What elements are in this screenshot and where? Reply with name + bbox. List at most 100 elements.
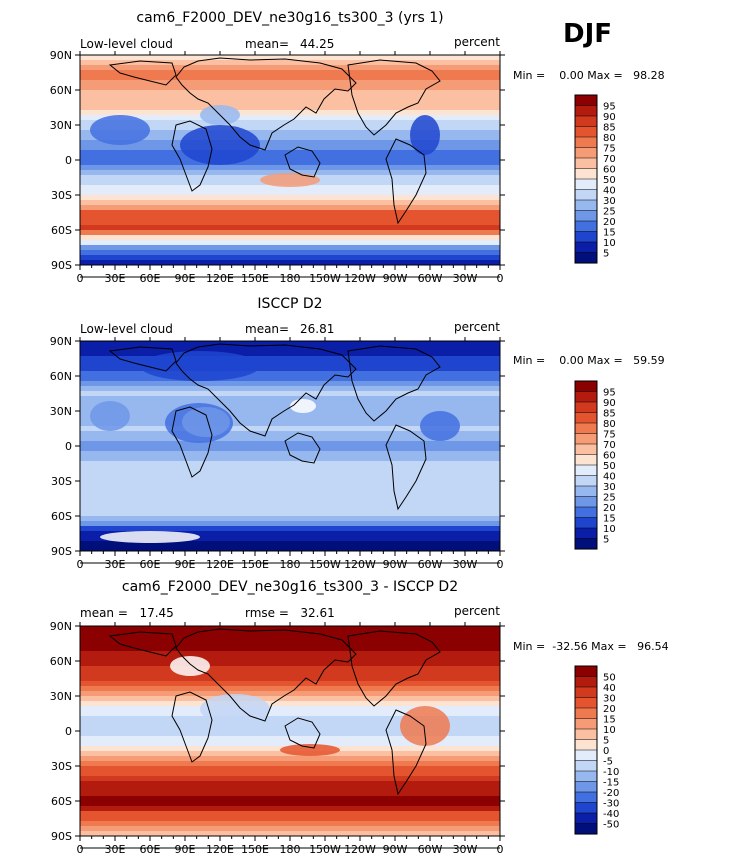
colorbar-label: -30 [603, 799, 619, 810]
zonal-band [80, 366, 500, 372]
zonal-band [80, 210, 500, 216]
zonal-band [80, 776, 500, 782]
colorbar-label: -20 [603, 788, 619, 799]
x-tick-label: 180 [280, 843, 301, 856]
zonal-band [80, 170, 500, 176]
colorbar-swatch [574, 115, 598, 128]
zonal-band [80, 721, 500, 727]
y-tick-label: 30S [51, 189, 72, 202]
colorbar-label: 50 [603, 461, 616, 472]
colorbar-swatch [574, 105, 598, 117]
colorbar-swatch [574, 527, 598, 540]
x-tick-label: 180 [280, 558, 301, 571]
colorbar-swatch [574, 136, 598, 149]
colorbar-label: 75 [603, 430, 616, 441]
colorbar-label: 70 [603, 154, 616, 165]
zonal-band [80, 230, 500, 236]
zonal-band [80, 626, 500, 632]
colorbar-swatch [574, 241, 598, 254]
stats-text: Min = -32.56 Max = 96.54 [513, 640, 669, 653]
zonal-band [80, 215, 500, 221]
colorbar-label: 50 [603, 175, 616, 186]
panel-title: cam6_F2000_DEV_ne30g16_ts300_3 (yrs 1) [136, 10, 443, 26]
panel-mean-label: mean= [245, 322, 289, 336]
panel-left-label: Low-level cloud [80, 37, 173, 51]
colorbar-label: 5 [603, 736, 609, 747]
colorbar-label: -40 [603, 809, 619, 820]
colorbar-label: 90 [603, 112, 616, 123]
zonal-band [80, 85, 500, 91]
x-tick-label: 90E [175, 558, 196, 571]
y-tick-label: 60S [51, 510, 72, 523]
zonal-band [80, 511, 500, 517]
x-tick-label: 0 [497, 558, 504, 571]
zonal-band [80, 796, 500, 802]
colorbar-swatch [574, 665, 598, 678]
zonal-band [80, 110, 500, 116]
zonal-band [80, 406, 500, 412]
zonal-band [80, 531, 500, 537]
panel-mean-value: rmse = 32.61 [245, 606, 335, 620]
colorbar-swatch [574, 464, 598, 477]
field-patch [90, 401, 130, 431]
colorbar-label: 85 [603, 409, 616, 420]
zonal-band [80, 120, 500, 126]
panel-observations: ISCCP D2 Low-level cloud mean= 26.81 per… [50, 296, 665, 571]
colorbar-swatch [574, 749, 598, 762]
zonal-band [80, 60, 500, 66]
field-patch [170, 656, 210, 676]
colorbar-label: 10 [603, 238, 616, 249]
colorbar-label: 60 [603, 451, 616, 462]
colorbar-label: 20 [603, 503, 616, 514]
zonal-band [80, 195, 500, 201]
zonal-band [80, 436, 500, 442]
coastline [284, 146, 321, 178]
y-tick-label: 60N [50, 370, 72, 383]
field-patch [420, 411, 460, 441]
coastline [385, 138, 427, 225]
x-tick-label: 30W [453, 558, 478, 571]
zonal-band [80, 636, 500, 642]
zonal-band [80, 341, 500, 347]
colorbar-swatch [574, 199, 598, 212]
panel-mean-label: mean= [245, 37, 289, 51]
zonal-band [80, 781, 500, 787]
colorbar-swatch [574, 760, 598, 772]
y-tick-label: 30S [51, 475, 72, 488]
zonal-band [80, 496, 500, 502]
zonal-band [80, 711, 500, 717]
zonal-band [80, 351, 500, 357]
colorbar-label: 30 [603, 694, 616, 705]
x-tick-label: 150E [241, 843, 269, 856]
colorbar-label: 95 [603, 102, 616, 113]
colorbar-swatch [574, 126, 598, 138]
y-tick-label: 60N [50, 655, 72, 668]
coastline [347, 59, 441, 136]
y-tick-label: 30N [50, 119, 72, 132]
zonal-band [80, 70, 500, 76]
panel-mean-value: 44.25 [300, 37, 334, 51]
field-patch [90, 115, 150, 145]
colorbar-swatch [574, 220, 598, 233]
y-tick-label: 60S [51, 795, 72, 808]
zonal-band [80, 741, 500, 747]
zonal-band [80, 516, 500, 522]
zonal-band [80, 466, 500, 472]
zonal-band [80, 65, 500, 71]
colorbar-swatch [574, 802, 598, 814]
colorbar-label: 90 [603, 398, 616, 409]
zonal-band [80, 361, 500, 367]
colorbar-swatch [574, 168, 598, 180]
coastline [171, 406, 213, 478]
colorbar-swatch [574, 697, 598, 709]
y-tick-label: 30N [50, 690, 72, 703]
zonal-band [80, 371, 500, 377]
zonal-band [80, 376, 500, 382]
colorbar-swatch [574, 401, 598, 414]
zonal-band [80, 461, 500, 467]
colorbar-label: -5 [603, 757, 613, 768]
coastline [108, 60, 177, 86]
zonal-band [80, 411, 500, 417]
zonal-band [80, 381, 500, 387]
